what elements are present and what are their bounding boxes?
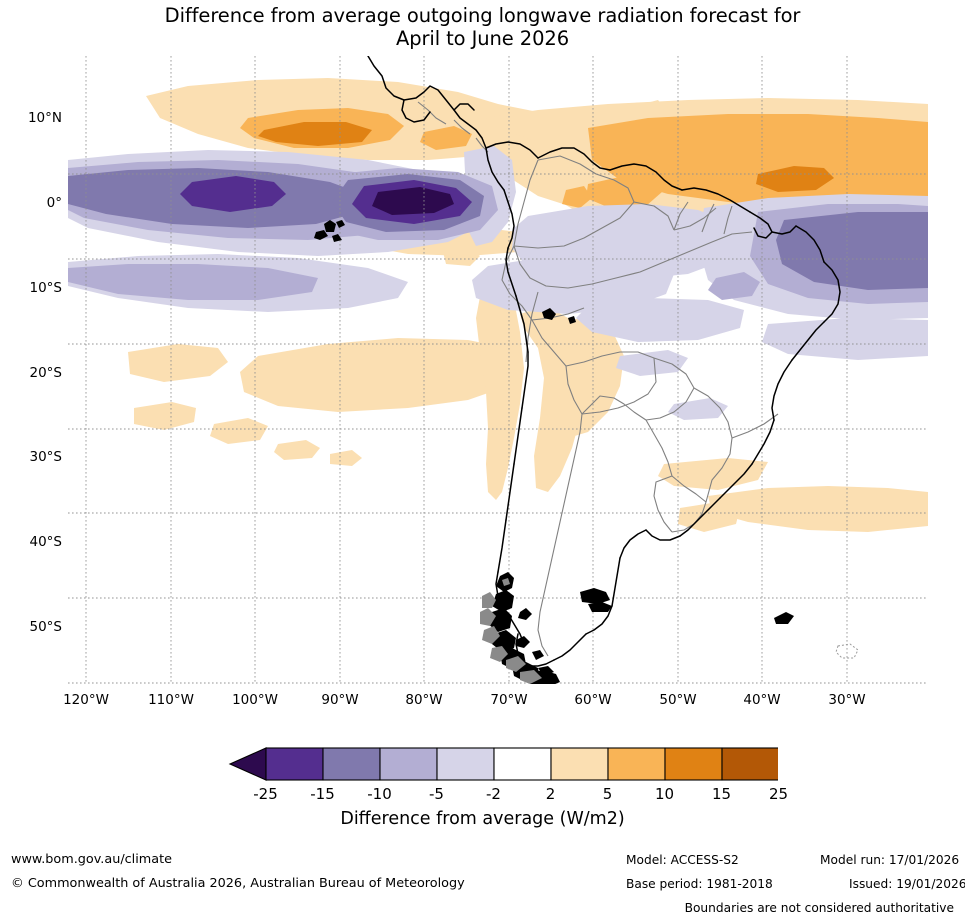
ytick-3: 20°S [29,365,63,381]
cbtick-8: 15 [711,785,732,803]
latitude-axis: 10°N 0° 10°S 20°S 30°S 40°S 50°S [0,56,62,684]
ytick-6: 50°S [29,619,63,635]
footer-base-period: Base period: 1981-2018 [626,877,773,891]
xtick-0: 120°W [63,692,109,708]
xtick-5: 70°W [490,692,528,708]
cbtick-0: -25 [253,785,278,803]
cb-seg--2-2 [492,747,552,781]
inland-water [542,308,576,324]
xtick-4: 80°W [405,692,443,708]
cb-seg-2-5 [549,747,609,781]
ytick-0: 10°N [27,110,62,126]
footer: www.bom.gov.au/climate © Commonwealth of… [0,846,965,919]
xtick-9: 30°W [828,692,866,708]
xtick-7: 50°W [659,692,697,708]
cbtick-5: 2 [545,785,556,803]
patagonia-archipelago [314,220,859,684]
colorbar-svg [228,747,778,781]
ytick-1: 0° [46,195,62,211]
xtick-2: 100°W [232,692,278,708]
page-title: Difference from average outgoing longwav… [0,4,965,50]
colorbar-swatches [188,745,778,783]
cb-seg-10-15 [663,747,723,781]
xtick-1: 110°W [148,692,194,708]
cb-seg--15--10 [321,747,381,781]
footer-model: Model: ACCESS-S2 [626,853,739,867]
map-plot-area [68,56,928,684]
footer-copyright: © Commonwealth of Australia 2026, Austra… [11,876,465,891]
cbtick-2: -10 [367,785,392,803]
colorbar: -25 -15 -10 -5 -2 2 5 10 15 25 Differenc… [0,745,965,829]
coastlines [367,56,841,667]
cb-seg--10--5 [378,747,438,781]
title-line-1: Difference from average outgoing longwav… [164,4,801,27]
cbtick-3: -5 [429,785,444,803]
country-borders [417,101,779,657]
xtick-3: 90°W [321,692,359,708]
footer-website[interactable]: www.bom.gov.au/climate [11,852,172,867]
colorbar-extend-low [228,747,267,781]
longitude-axis: 120°W 110°W 100°W 90°W 80°W 70°W 60°W 50… [63,692,928,712]
footer-issued: Issued: 19/01/2026 [849,877,965,891]
xtick-8: 40°W [743,692,781,708]
cb-seg--25--15 [264,747,324,781]
cb-seg-15-25 [720,747,778,781]
colorbar-ticks: -25 -15 -10 -5 -2 2 5 10 15 25 [188,785,788,805]
map-svg [68,56,928,684]
cbtick-1: -15 [310,785,335,803]
anomaly-shading [68,78,928,532]
cbtick-9: 25 [768,785,789,803]
ytick-5: 40°S [29,534,63,550]
title-line-2: April to June 2026 [395,27,570,50]
cbtick-6: 5 [602,785,613,803]
cbtick-7: 10 [654,785,675,803]
ytick-4: 30°S [29,449,63,465]
map-gridlines [68,56,928,684]
cb-seg-5-10 [606,747,666,781]
colorbar-label: Difference from average (W/m2) [340,809,625,829]
footer-disclaimer: Boundaries are not considered authoritat… [684,901,954,915]
xtick-6: 60°W [574,692,612,708]
footer-model-run: Model run: 17/01/2026 [820,853,960,867]
cb-seg--5--2 [435,747,495,781]
cbtick-4: -2 [486,785,501,803]
ytick-2: 10°S [29,280,63,296]
